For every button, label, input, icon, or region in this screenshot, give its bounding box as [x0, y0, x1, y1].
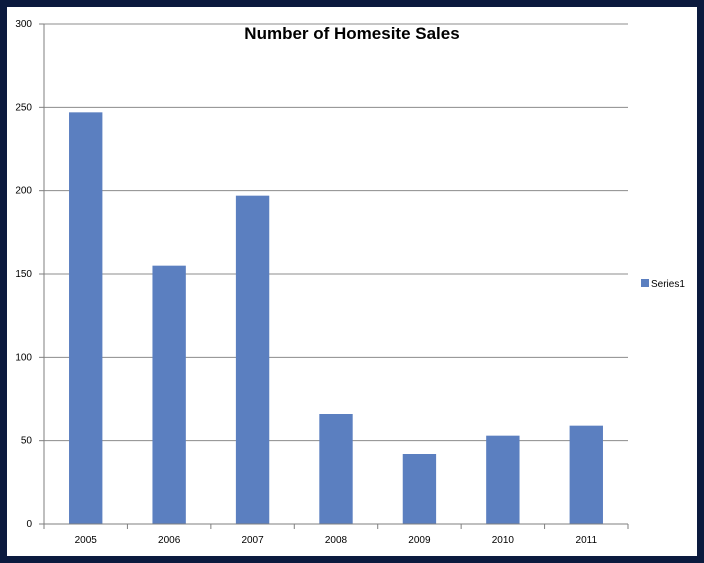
y-tick-label: 0 — [26, 519, 32, 530]
x-tick-label: 2010 — [492, 535, 515, 546]
chart-title: Number of Homesite Sales — [244, 24, 459, 43]
y-tick-label: 300 — [15, 19, 32, 30]
bar-2006 — [152, 265, 186, 524]
bar-2008 — [319, 414, 353, 524]
x-tick-label: 2009 — [408, 535, 431, 546]
gridlines — [44, 23, 628, 442]
axes — [39, 23, 629, 529]
legend-label-series1: Series1 — [651, 279, 685, 290]
y-tick-label: 200 — [15, 186, 32, 197]
y-tick-labels: 0 50 100 150 200 250 300 — [15, 19, 32, 530]
y-tick-label: 250 — [15, 102, 32, 113]
x-tick-labels: 2005 2006 2007 2008 2009 2010 2011 — [75, 535, 598, 546]
x-tick-label: 2011 — [576, 535, 598, 546]
x-tick-label: 2007 — [241, 535, 264, 546]
y-tick-label: 100 — [15, 352, 32, 363]
bar-2011 — [569, 425, 603, 524]
x-tick-label: 2008 — [325, 535, 348, 546]
bar-2007 — [235, 195, 270, 524]
y-tick-label: 150 — [15, 269, 32, 280]
x-tick-label: 2006 — [158, 535, 181, 546]
legend-swatch-series1 — [641, 279, 649, 287]
bars — [69, 112, 603, 524]
y-tick-label: 50 — [21, 436, 33, 447]
legend: Series1 — [641, 279, 685, 290]
bar-2010 — [486, 435, 520, 524]
bar-2005 — [69, 112, 103, 524]
x-tick-label: 2005 — [75, 535, 98, 546]
bar-2009 — [402, 454, 437, 524]
